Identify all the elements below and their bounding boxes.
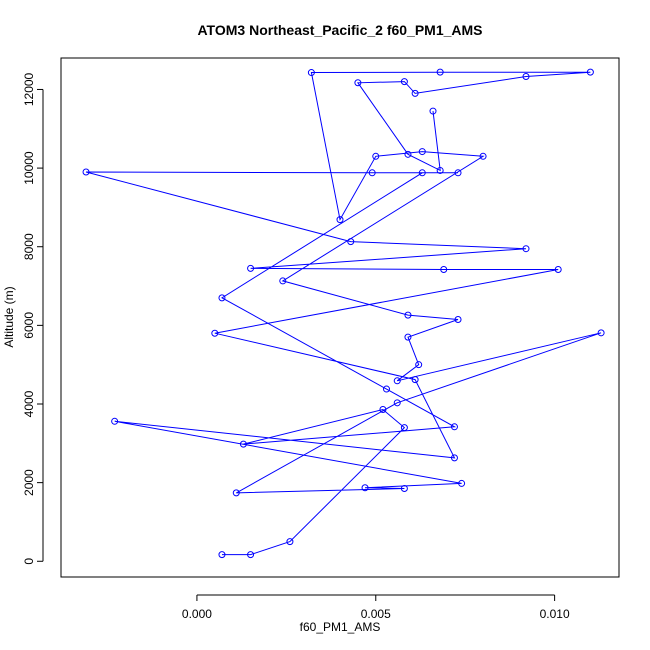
data-point bbox=[247, 551, 255, 559]
data-point bbox=[211, 329, 219, 337]
data-point bbox=[404, 311, 412, 319]
data-point bbox=[404, 333, 412, 341]
data-point bbox=[554, 266, 562, 274]
data-point bbox=[458, 479, 466, 487]
data-point bbox=[418, 169, 426, 177]
data-point bbox=[239, 440, 247, 448]
x-tick-label: 0.000 bbox=[182, 607, 212, 621]
y-tick-label: 12000 bbox=[22, 72, 36, 106]
data-point bbox=[404, 150, 412, 158]
data-point bbox=[286, 538, 294, 546]
data-point bbox=[436, 68, 444, 76]
x-tick-label: 0.010 bbox=[540, 607, 570, 621]
y-axis: 0 2000 4000 6000 8000 10000 12000 bbox=[22, 72, 44, 565]
data-point bbox=[354, 79, 362, 87]
data-point bbox=[379, 406, 387, 414]
data-point bbox=[111, 417, 119, 425]
data-point bbox=[393, 377, 401, 385]
data-point bbox=[393, 399, 401, 407]
data-point bbox=[597, 329, 605, 337]
data-point bbox=[218, 294, 226, 302]
data-point bbox=[450, 423, 458, 431]
y-axis-label: Altitude (m) bbox=[2, 286, 16, 347]
data-point bbox=[247, 264, 255, 272]
data-point bbox=[400, 78, 408, 86]
x-axis-label: f60_PM1_AMS bbox=[300, 620, 381, 634]
data-point bbox=[450, 454, 458, 462]
y-tick-label: 10000 bbox=[22, 151, 36, 185]
data-point bbox=[372, 152, 380, 160]
plot-frame bbox=[60, 57, 620, 578]
data-point bbox=[400, 485, 408, 493]
data-point bbox=[418, 148, 426, 156]
data-point bbox=[347, 238, 355, 246]
y-tick-label: 6000 bbox=[22, 312, 36, 339]
data-point bbox=[218, 551, 226, 559]
data-point bbox=[454, 169, 462, 177]
data-point bbox=[232, 489, 240, 497]
data-point bbox=[436, 166, 444, 174]
data-point bbox=[336, 216, 344, 224]
data-point bbox=[479, 152, 487, 160]
data-point bbox=[368, 169, 376, 177]
y-tick-label: 4000 bbox=[22, 390, 36, 417]
series-group bbox=[82, 68, 605, 559]
data-point bbox=[522, 72, 530, 80]
y-tick-label: 8000 bbox=[22, 233, 36, 260]
data-point bbox=[383, 385, 390, 393]
data-point bbox=[586, 68, 594, 76]
x-tick-label: 0.005 bbox=[361, 607, 391, 621]
series-line bbox=[85, 71, 602, 556]
y-tick-label: 2000 bbox=[22, 469, 36, 496]
data-point bbox=[82, 168, 90, 176]
x-axis: 0.000 0.005 0.010 bbox=[182, 594, 570, 621]
data-point bbox=[400, 424, 408, 432]
data-point bbox=[440, 266, 448, 274]
data-point bbox=[454, 315, 462, 323]
data-point bbox=[361, 484, 369, 492]
data-point bbox=[411, 376, 419, 384]
data-point bbox=[415, 361, 423, 369]
data-point bbox=[429, 107, 437, 115]
data-point bbox=[279, 277, 287, 285]
chart-title: ATOM3 Northeast_Pacific_2 f60_PM1_AMS bbox=[197, 22, 482, 38]
y-tick-label: 0 bbox=[22, 558, 36, 565]
data-point bbox=[411, 89, 419, 97]
data-point bbox=[522, 245, 530, 253]
data-point bbox=[307, 69, 315, 77]
